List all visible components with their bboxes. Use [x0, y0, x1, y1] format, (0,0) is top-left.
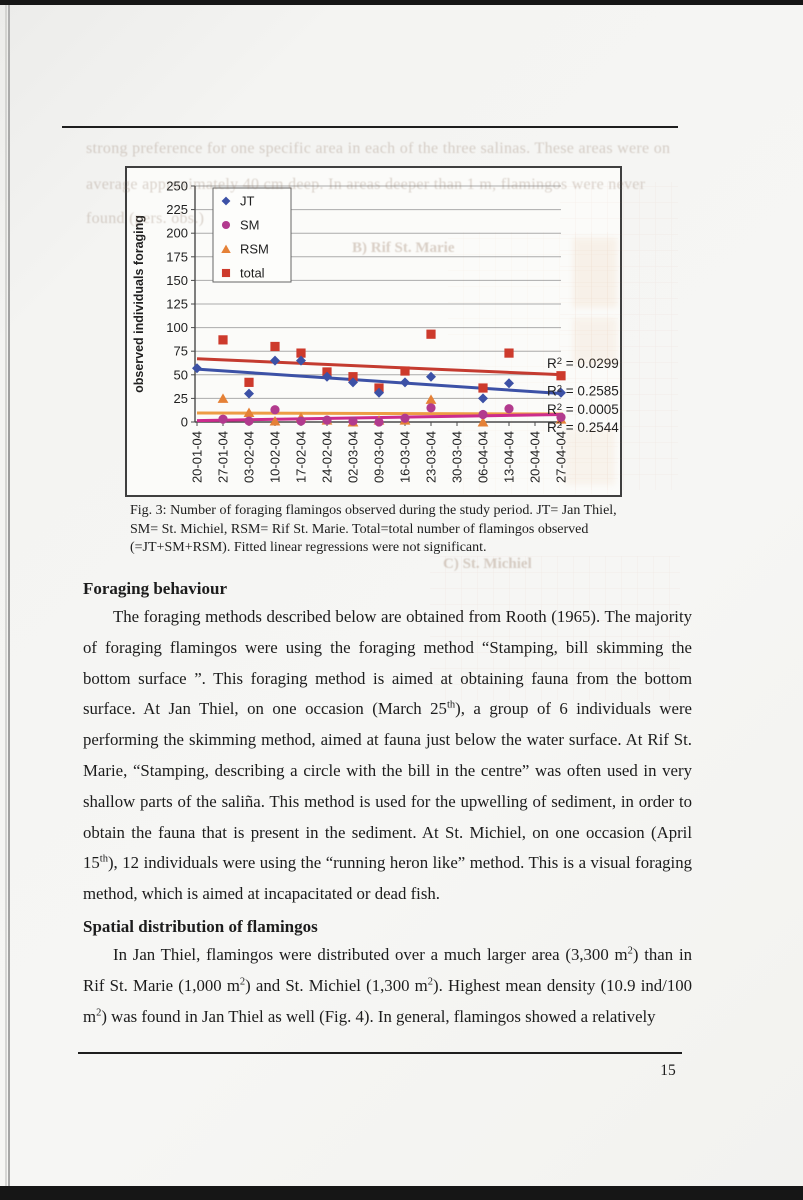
x-tick-label: 23-03-04 [424, 431, 439, 483]
legend-label-JT: JT [240, 194, 255, 209]
scan-edge-bottom [0, 1186, 803, 1200]
x-tick-label: 24-02-04 [320, 431, 335, 483]
x-tick-label: 27-01-04 [216, 431, 231, 483]
y-tick-label: 225 [166, 202, 188, 217]
caption-line: SM= St. Michiel, RSM= Rif St. Marie. Tot… [130, 521, 589, 537]
x-tick-label: 17-02-04 [294, 431, 309, 483]
x-tick-label: 09-03-04 [372, 431, 387, 483]
legend-label-RSM: RSM [240, 242, 269, 257]
x-tick-label: 20-04-04 [528, 431, 543, 483]
ghost-bleed-grid [430, 556, 680, 700]
paragraph-spatial-distribution: In Jan Thiel, flamingos were distributed… [83, 945, 692, 1026]
x-tick-label: 03-02-04 [242, 431, 257, 483]
ghost-bleed-line: strong preference for one specific area … [86, 140, 671, 157]
section-heading-spatial-distribution: Spatial distribution of flamingos [83, 917, 318, 936]
x-tick-label: 10-02-04 [268, 431, 283, 483]
top-rule [62, 126, 678, 128]
figure-3-caption: Fig. 3: Number of foraging flamingos obs… [130, 502, 678, 558]
y-tick-label: 125 [166, 297, 188, 312]
y-tick-label: 75 [174, 344, 188, 359]
y-tick-label: 250 [166, 179, 188, 194]
figure-3-chart: 0 25 50 75 100 125 150 175 200 225 250 20-01-04 27-0… [125, 166, 622, 497]
chart-legend: JT SM RSM total [212, 187, 292, 283]
r2-label: R2 = 0.2585 [547, 383, 619, 398]
x-tick-label: 06-04-04 [476, 431, 491, 483]
page-edge-line [8, 5, 10, 1186]
y-tick-label: 25 [174, 391, 188, 406]
x-tick-label: 02-03-04 [346, 431, 361, 483]
y-tick-label: 200 [166, 226, 188, 241]
trend-line-JT [196, 367, 564, 396]
r2-label: R2 = 0.2544 [547, 420, 619, 435]
y-tick-label: 0 [181, 415, 188, 430]
ghost-bleed-blob [573, 318, 617, 364]
ghost-bleed-blob [573, 238, 617, 308]
series-JT [192, 355, 566, 404]
y-tick-label: 50 [174, 367, 188, 382]
x-tick-label: 13-04-04 [502, 431, 517, 483]
x-tick-label: 20-01-04 [190, 431, 205, 483]
scan-edge-top [0, 0, 803, 5]
ghost-bleed-grid [560, 182, 678, 490]
ghost-bleed-label-b: B) Rif St. Marie [352, 240, 455, 256]
y-tick-label: 150 [166, 273, 188, 288]
ghost-bleed-grid [448, 232, 618, 494]
ghost-bleed-blob [565, 430, 615, 485]
section-heading-foraging-behaviour: Foraging behaviour [83, 579, 228, 598]
ghost-bleed-line: average approximately 40 cm deep. In are… [86, 176, 646, 193]
x-tick-label: 27-04-04 [554, 431, 569, 483]
y-axis-title: observed individuals foraging [132, 215, 146, 393]
r2-label: R2 = 0.0299 [547, 356, 619, 371]
trend-line-total [196, 357, 564, 377]
page-number: 15 [660, 1062, 676, 1079]
caption-line: Fig. 3: Number of foraging flamingos obs… [130, 503, 617, 518]
ghost-bleed-line: found (pers. obs.) [86, 210, 205, 227]
trend-line-RSM [196, 411, 564, 416]
series-SM [218, 403, 566, 427]
x-axis-labels: 20-01-04 27-01-04 03-02-04 10-02-04 17-02-04… [190, 422, 569, 483]
x-tick-label: 16-03-04 [398, 431, 413, 483]
legend-label-SM: SM [240, 218, 260, 233]
ghost-bleed-label-c: C) St. Michiel [443, 556, 532, 572]
y-tick-label: 175 [166, 249, 188, 264]
caption-line: (=JT+SM+RSM). Fitted linear regressions … [130, 540, 487, 555]
x-tick-label: 30-03-04 [450, 431, 465, 483]
r2-label: R2 = 0.0005 [547, 402, 619, 417]
r2-annotations: R2 = 0.0299 R2 = 0.2585 R2 = 0.0005 R2 = 0.… [547, 356, 619, 435]
bottom-rule [78, 1052, 682, 1054]
page-edge-shadow [5, 5, 7, 1186]
legend-label-total: total [240, 266, 265, 281]
y-tick-label: 100 [166, 320, 188, 335]
chart-svg: 0 25 50 75 100 125 150 175 200 225 250 20-01-04 27-0… [132, 179, 619, 484]
paragraph-foraging-behaviour: The foraging methods described below are… [83, 607, 692, 904]
